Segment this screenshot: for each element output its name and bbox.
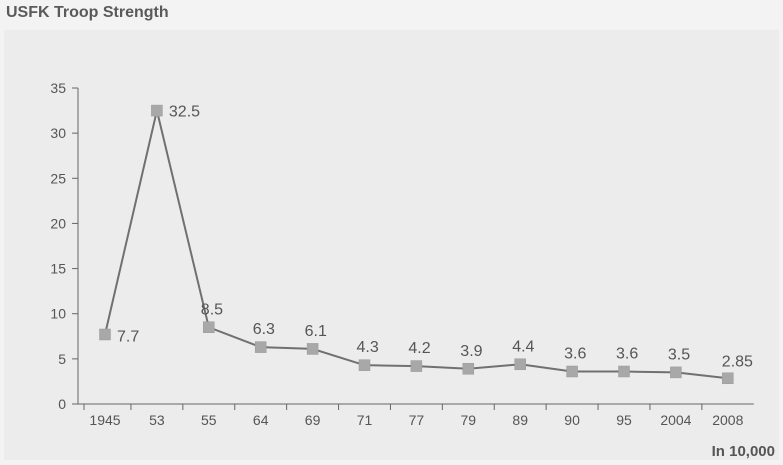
y-tick-label: 25 [50, 170, 66, 186]
data-label: 3.6 [616, 345, 638, 362]
data-point-marker [99, 328, 111, 341]
x-tick-label: 90 [564, 412, 580, 428]
chart-title: USFK Troop Strength [6, 4, 169, 21]
y-tick-label: 20 [50, 215, 66, 231]
data-label: 6.3 [253, 321, 275, 338]
unit-note: In 10,000 [712, 443, 775, 460]
x-tick-label: 95 [616, 412, 632, 428]
y-tick-label: 0 [58, 396, 66, 412]
x-tick-label: 2008 [712, 412, 743, 428]
data-point-marker [306, 343, 319, 355]
x-tick-label: 79 [461, 412, 477, 428]
y-tick-label: 10 [50, 306, 66, 322]
data-point-marker [151, 104, 163, 117]
data-label: 7.7 [117, 328, 139, 345]
data-point-marker [358, 359, 371, 371]
x-axis-ticks: 1945 53 55 64 69 71 77 79 89 90 95 2004 2008 [83, 404, 744, 428]
chart-panel [4, 30, 779, 460]
x-tick-label: 64 [253, 412, 269, 428]
x-tick-label: 2004 [660, 412, 691, 428]
x-tick-label: 53 [149, 412, 165, 428]
y-tick-label: 5 [58, 351, 66, 367]
x-tick-label: 1945 [89, 412, 120, 428]
series-line [104, 110, 728, 380]
data-point-marker [566, 365, 578, 378]
data-point-marker [722, 372, 734, 385]
data-label: 32.5 [169, 104, 200, 121]
series-group [99, 104, 734, 385]
data-label: 3.5 [668, 346, 690, 363]
x-tick-label: 77 [409, 412, 425, 428]
data-label: 4.4 [512, 338, 534, 355]
y-axis-ticks: 0 5 10 15 20 25 30 35 [50, 80, 78, 412]
y-tick-label: 35 [50, 80, 66, 96]
data-point-marker [254, 341, 267, 353]
x-tick-label: 89 [512, 412, 528, 428]
data-label: 4.3 [357, 339, 379, 356]
data-point-marker [670, 366, 682, 379]
data-point-marker [462, 363, 475, 375]
data-label: 2.85 [722, 353, 753, 370]
y-tick-label: 30 [50, 125, 66, 141]
x-tick-label: 55 [201, 412, 217, 428]
x-tick-label: 71 [357, 412, 373, 428]
x-tick-label: 69 [305, 412, 321, 428]
axes [77, 88, 754, 405]
data-label: 3.6 [564, 345, 586, 362]
data-point-marker [514, 358, 526, 371]
data-point-marker [203, 321, 215, 334]
data-label: 4.2 [408, 340, 430, 357]
data-point-marker [410, 360, 423, 372]
data-label: 6.1 [305, 323, 327, 340]
data-labels-group: 7.7 32.5 8.5 6.3 6.1 4.3 4.2 3.9 4.4 3.6 3.6 3.5 2.8… [117, 104, 753, 371]
data-label: 3.9 [460, 343, 482, 360]
data-point-marker [618, 365, 630, 378]
data-label: 8.5 [201, 301, 223, 318]
y-tick-label: 15 [50, 261, 66, 277]
